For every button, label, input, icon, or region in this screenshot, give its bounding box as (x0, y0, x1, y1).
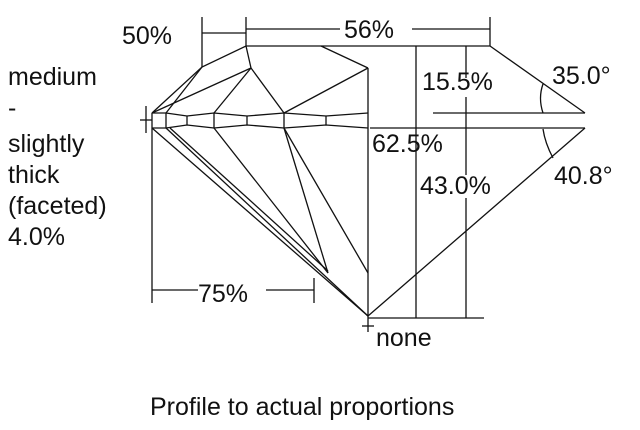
pavilion-outline (151, 68, 586, 332)
girdle-line: (faceted) (8, 192, 107, 220)
label-crown-side: 50% (122, 22, 172, 50)
dimension-lines (151, 17, 554, 319)
labels: 50% 56% 15.5% 35.0° 62.5% 43.0% 40.8° 75… (8, 16, 613, 421)
label-culet: none (376, 324, 432, 352)
label-lower-half: 75% (198, 280, 248, 308)
label-girdle: medium - slightly thick (faceted) 4.0% (8, 63, 107, 251)
label-crown-angle: 35.0° (552, 62, 611, 90)
label-crown-height: 15.5% (422, 68, 493, 96)
label-pavilion-depth: 43.0% (420, 172, 491, 200)
caption: Profile to actual proportions (150, 393, 454, 421)
girdle (140, 106, 585, 133)
label-total-depth: 62.5% (372, 130, 443, 158)
label-table: 56% (344, 16, 394, 44)
girdle-line: thick (8, 161, 60, 189)
girdle-line: medium (8, 63, 97, 91)
girdle-line: 4.0% (8, 223, 65, 251)
girdle-line: slightly (8, 130, 85, 158)
label-pavilion-angle: 40.8° (554, 162, 613, 190)
girdle-line: - (8, 94, 16, 122)
